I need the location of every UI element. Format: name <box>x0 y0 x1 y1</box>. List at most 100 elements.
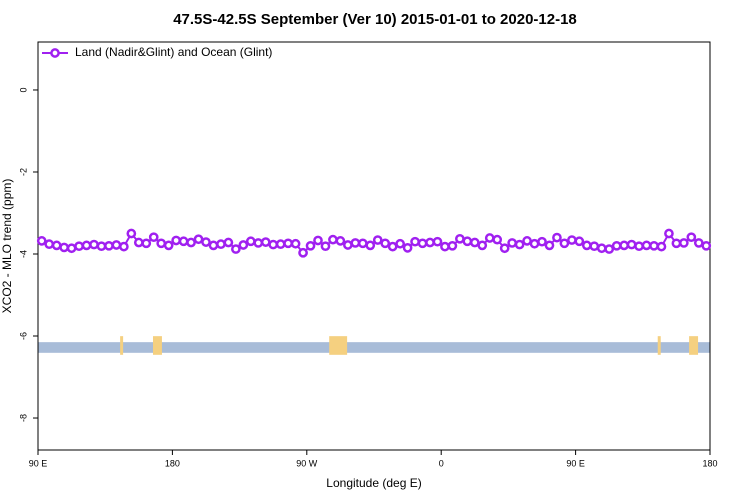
data-point <box>522 236 532 246</box>
data-point <box>492 234 503 245</box>
data-point <box>126 228 137 239</box>
y-tick-label: -4 <box>18 250 28 258</box>
data-point <box>417 238 428 249</box>
data-point <box>507 238 517 248</box>
data-point <box>372 235 383 245</box>
surface-band <box>38 342 710 353</box>
data-point <box>193 234 204 245</box>
data-point <box>245 236 256 247</box>
data-point <box>74 241 84 252</box>
land-segment <box>120 336 124 355</box>
data-point <box>559 238 570 249</box>
data-point <box>499 243 510 254</box>
data-point <box>529 238 540 249</box>
data-point <box>350 238 361 248</box>
data-point <box>66 243 77 254</box>
data-point <box>104 240 114 251</box>
data-point <box>425 237 435 248</box>
data-point <box>171 235 181 246</box>
data-point <box>365 240 376 251</box>
data-point <box>357 238 368 249</box>
data-point <box>111 240 122 250</box>
data-point <box>96 241 107 252</box>
data-point <box>141 238 152 249</box>
data-point <box>544 240 555 251</box>
data-point <box>208 240 219 251</box>
data-point <box>283 238 293 249</box>
x-tick-label: 180 <box>165 458 180 468</box>
data-point <box>59 242 69 253</box>
data-point <box>514 239 525 250</box>
data-point <box>686 232 697 243</box>
legend-label: Land (Nadir&Glint) and Ocean (Glint) <box>75 45 272 59</box>
x-axis-label: Longitude (deg E) <box>326 476 421 490</box>
data-point <box>156 238 167 249</box>
data-point <box>604 244 615 254</box>
data-point <box>298 247 308 258</box>
data-point <box>679 238 689 248</box>
data-point <box>484 233 495 243</box>
data-point <box>223 237 234 248</box>
data-point <box>567 235 577 245</box>
data-point <box>81 240 92 251</box>
data-point <box>447 240 458 251</box>
data-point <box>119 241 129 252</box>
data-point <box>671 238 682 249</box>
data-point <box>290 238 301 249</box>
data-point <box>469 237 480 248</box>
data-point <box>552 232 562 243</box>
land-segment <box>657 336 661 355</box>
data-point <box>395 238 405 249</box>
data-point <box>664 228 674 239</box>
data-point <box>440 241 450 252</box>
data-point <box>253 238 264 248</box>
y-tick-label: -2 <box>18 168 28 176</box>
legend-marker <box>50 48 60 58</box>
data-point <box>455 233 465 244</box>
data-point <box>626 239 637 250</box>
data-point <box>133 237 144 248</box>
data-point <box>163 240 174 251</box>
data-point <box>656 241 667 252</box>
data-point <box>641 240 652 251</box>
x-tick-label: 0 <box>439 458 444 468</box>
data-point <box>596 243 607 254</box>
y-tick-label: 0 <box>18 87 28 92</box>
y-tick-label: -8 <box>18 414 28 422</box>
x-tick-label: 90 E <box>566 458 585 468</box>
data-point <box>201 237 211 247</box>
chart-title: 47.5S-42.5S September (Ver 10) 2015-01-0… <box>173 11 577 28</box>
data-point <box>462 236 473 247</box>
data-point <box>477 240 488 251</box>
data-point <box>260 237 271 247</box>
data-point <box>574 236 585 247</box>
data-point <box>343 240 353 250</box>
data-point <box>186 237 196 248</box>
data-point <box>693 238 704 248</box>
x-tick-label: 90 E <box>29 458 48 468</box>
data-point <box>581 240 592 251</box>
y-axis-label: XCO2 - MLO trend (ppm) <box>0 179 14 314</box>
data-point <box>231 244 241 254</box>
data-point <box>328 234 338 245</box>
data-point <box>634 241 644 252</box>
data-point <box>44 239 55 250</box>
x-tick-label: 90 W <box>296 458 318 468</box>
data-point <box>611 240 622 251</box>
data-point <box>402 242 413 253</box>
data-point <box>335 236 346 246</box>
data-point <box>268 239 279 250</box>
data-point <box>275 239 286 250</box>
data-point <box>216 239 226 250</box>
data-point <box>178 236 189 247</box>
data-point <box>701 240 712 251</box>
data-point <box>387 241 398 252</box>
data-point <box>410 236 420 247</box>
data-point <box>238 240 249 250</box>
data-point <box>432 236 443 247</box>
data-point <box>89 239 99 250</box>
land-segment <box>329 336 348 355</box>
data-point <box>305 240 316 251</box>
x-tick-label: 180 <box>702 458 717 468</box>
data-point <box>589 241 600 252</box>
